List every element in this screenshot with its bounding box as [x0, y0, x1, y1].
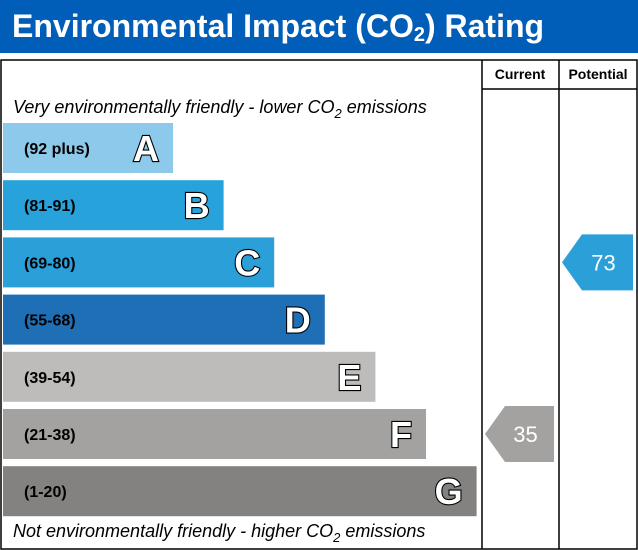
band-c-range: (69-80) [24, 255, 76, 272]
band-a-letter: A [133, 128, 159, 169]
band-c-bar [3, 237, 275, 288]
chart-frame [0, 59, 638, 550]
top-note: Very environmentally friendly - lower CO… [13, 97, 427, 121]
title-bar: Environmental Impact (CO2) Rating [0, 0, 638, 53]
potential-rating-value: 73 [591, 250, 615, 275]
chart-title: Environmental Impact (CO2) Rating [12, 8, 545, 46]
potential-rating-arrow [562, 234, 633, 291]
band-d-letter: D [285, 300, 311, 341]
band-f-letter: F [390, 414, 412, 455]
band-e-letter: E [337, 357, 361, 398]
current-rating-value: 35 [513, 422, 537, 447]
current-column-header: Current [495, 66, 546, 82]
band-b-range: (81-91) [24, 198, 76, 215]
band-b-letter: B [184, 185, 210, 226]
rating-arrows: 35 73 [485, 234, 633, 462]
band-g-range: (1-20) [24, 484, 67, 501]
band-a-range: (92 plus) [24, 141, 90, 158]
band-d-bar [3, 294, 325, 345]
band-g-bar [3, 466, 477, 517]
potential-column-header: Potential [568, 66, 627, 82]
band-b-bar [3, 180, 224, 231]
rating-bands: (92 plus) A (81-91) B (69-80) C (55-68) D (39-54… [3, 123, 477, 517]
band-a-bar [3, 123, 173, 173]
bottom-note: Not environmentally friendly - higher CO… [13, 521, 425, 545]
band-e-bar [3, 351, 376, 402]
band-d-range: (55-68) [24, 313, 76, 330]
band-e-range: (39-54) [24, 370, 76, 387]
current-rating-arrow [485, 406, 554, 462]
band-c-letter: C [234, 242, 260, 283]
band-g-letter: G [435, 471, 463, 512]
band-f-range: (21-38) [24, 427, 76, 444]
band-f-bar [3, 409, 426, 459]
